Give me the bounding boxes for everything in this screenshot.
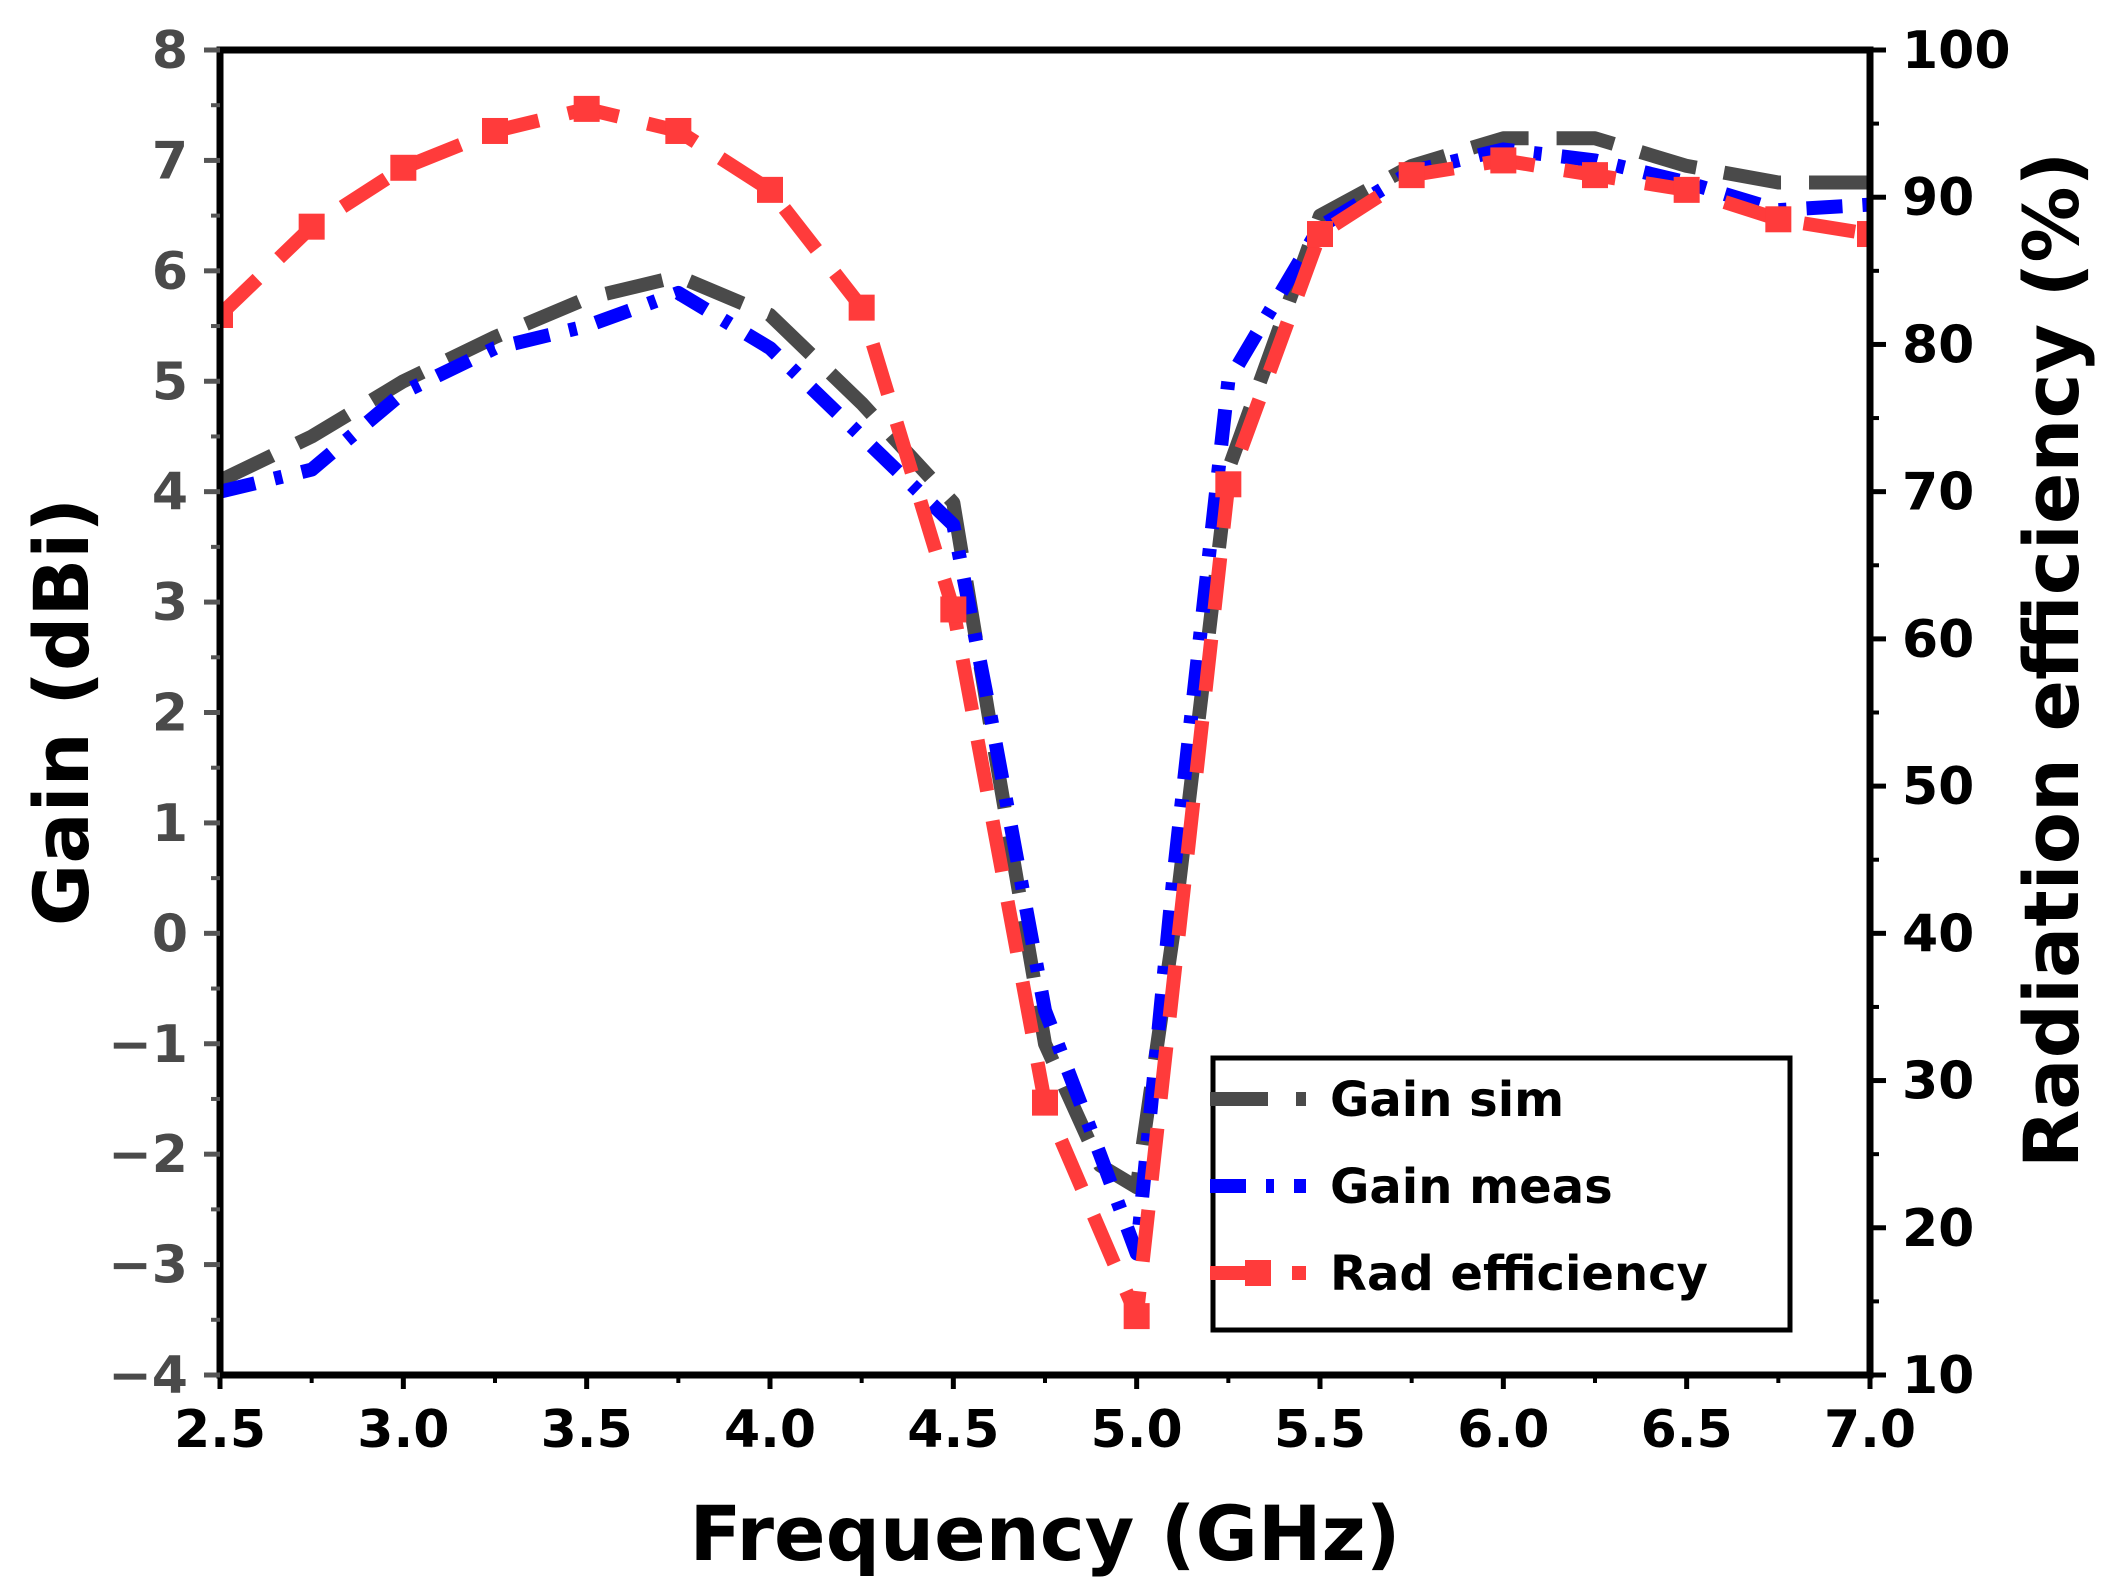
series-point — [298, 213, 325, 240]
x-tick-label: 5.5 — [1274, 1400, 1366, 1460]
y-tick-label: 8 — [152, 21, 188, 81]
y-tick-label: −3 — [108, 1236, 188, 1296]
series-point — [848, 294, 875, 321]
y2-axis-title: Radiation efficiency (%) — [2007, 152, 2096, 1168]
y-tick-label: −4 — [108, 1346, 188, 1406]
y-tick-label: 3 — [152, 573, 188, 633]
x-axis-title: Frequency (GHz) — [690, 1489, 1401, 1578]
series-point — [482, 117, 508, 144]
legend-box — [1210, 1055, 1793, 1333]
x-tick-label: 6.0 — [1457, 1400, 1549, 1460]
legend-marker — [1245, 1260, 1271, 1286]
series-point — [940, 596, 967, 623]
y-tick-label: −2 — [108, 1125, 188, 1185]
legend-entries: Gain sim Gain meas Rad efficiency — [1210, 1072, 1708, 1302]
series-point — [1307, 221, 1333, 248]
legend-label: Gain meas — [1330, 1159, 1613, 1215]
y2-tick-label: 100 — [1902, 21, 2011, 81]
y2-tick-label: 70 — [1902, 463, 1974, 523]
series-point — [757, 176, 783, 203]
y2-tick-label: 50 — [1902, 757, 1974, 817]
y-tick-label: −1 — [108, 1015, 188, 1075]
legend-label: Rad efficiency — [1330, 1246, 1708, 1302]
y2-tick-label: 30 — [1902, 1052, 1974, 1112]
y2-tick-label: 40 — [1902, 904, 1974, 964]
series-point — [1032, 1089, 1058, 1116]
y2-tick-label: 60 — [1902, 610, 1974, 670]
y-tick-label: 1 — [152, 794, 188, 854]
series-point — [1398, 162, 1425, 189]
x-tick-label: 5.0 — [1091, 1400, 1183, 1460]
legend-label: Gain sim — [1330, 1072, 1564, 1128]
y-tick-label: 5 — [152, 352, 188, 412]
series-point — [1490, 147, 1517, 174]
series-point — [1215, 471, 1242, 498]
y-tick-label: 2 — [152, 684, 188, 744]
series-point — [1765, 206, 1792, 233]
x-tick-label: 4.0 — [724, 1400, 816, 1460]
ticks-layer: 2.5 3.0 3.5 4.0 4.5 5.0 5.5 6.0 6.5 7.0876543210−… — [108, 21, 2010, 1460]
x-tick-label: 7.0 — [1824, 1400, 1916, 1460]
y2-tick-label: 80 — [1902, 315, 1974, 375]
series-point — [390, 154, 417, 181]
series-point — [1582, 162, 1608, 189]
x-tick-label: 2.5 — [174, 1400, 266, 1460]
y-tick-label: 4 — [152, 463, 188, 523]
legend: Gain sim Gain meas Rad efficiency — [1210, 1055, 1793, 1333]
x-tick-label: 3.5 — [541, 1400, 633, 1460]
series-point — [665, 117, 692, 144]
series-point — [573, 95, 600, 122]
series-line-0 — [220, 131, 1870, 1195]
x-tick-label: 4.5 — [907, 1400, 999, 1460]
series-line-1 — [220, 142, 1870, 1261]
y-tick-label: 0 — [152, 904, 188, 964]
y-tick-label: 6 — [152, 242, 188, 302]
y2-tick-label: 10 — [1902, 1346, 1974, 1406]
y2-tick-label: 90 — [1902, 168, 1974, 228]
y-axis-title: Gain (dBi) — [17, 498, 106, 926]
x-tick-label: 6.5 — [1641, 1400, 1733, 1460]
y-tick-label: 7 — [152, 131, 188, 191]
series-point — [1673, 176, 1700, 203]
x-tick-label: 3.0 — [357, 1400, 449, 1460]
series-layer — [220, 95, 1870, 1330]
y2-tick-label: 20 — [1902, 1199, 1974, 1259]
series-point — [1123, 1303, 1150, 1330]
